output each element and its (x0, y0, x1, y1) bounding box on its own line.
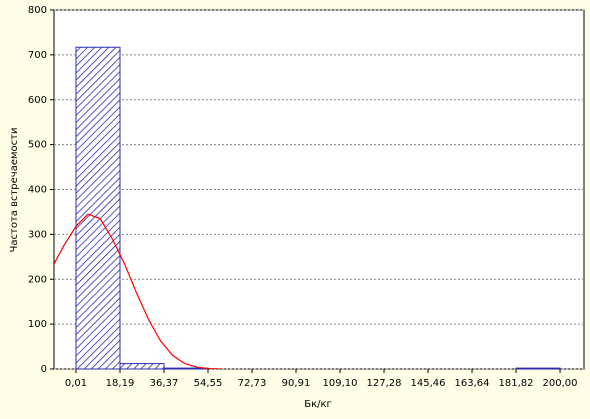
y-tick-label: 100 (28, 319, 47, 330)
fitted-curve (54, 213, 222, 369)
y-tick-label: 500 (28, 140, 47, 151)
x-tick-label: 145,46 (411, 378, 446, 389)
y-tick-label: 600 (28, 95, 47, 106)
x-axis-label: Бк/кг (304, 399, 332, 410)
x-tick-label: 72,73 (238, 378, 267, 389)
x-tick-label: 127,28 (367, 378, 402, 389)
x-tick-label: 54,55 (194, 378, 223, 389)
y-tick-label: 200 (28, 274, 47, 285)
x-tick-label: 36,37 (150, 378, 179, 389)
x-tick-label: 90,91 (282, 378, 311, 389)
y-tick-label: 300 (28, 229, 47, 240)
y-tick-label: 800 (28, 5, 47, 16)
y-axis-label: Частота встречаемости (9, 128, 20, 253)
y-tick-label: 700 (28, 50, 47, 61)
y-tick-label: 0 (41, 364, 47, 375)
x-tick-label: 181,82 (499, 378, 534, 389)
x-tick-label: 200,00 (543, 378, 578, 389)
x-tick-label: 163,64 (455, 378, 490, 389)
bar (119, 363, 165, 370)
y-tick-label: 400 (28, 185, 47, 196)
bar (75, 46, 121, 370)
bar (515, 367, 561, 370)
x-tick-label: 0,01 (65, 378, 87, 389)
x-tick-label: 18,19 (106, 378, 135, 389)
x-tick-label: 109,10 (323, 378, 358, 389)
